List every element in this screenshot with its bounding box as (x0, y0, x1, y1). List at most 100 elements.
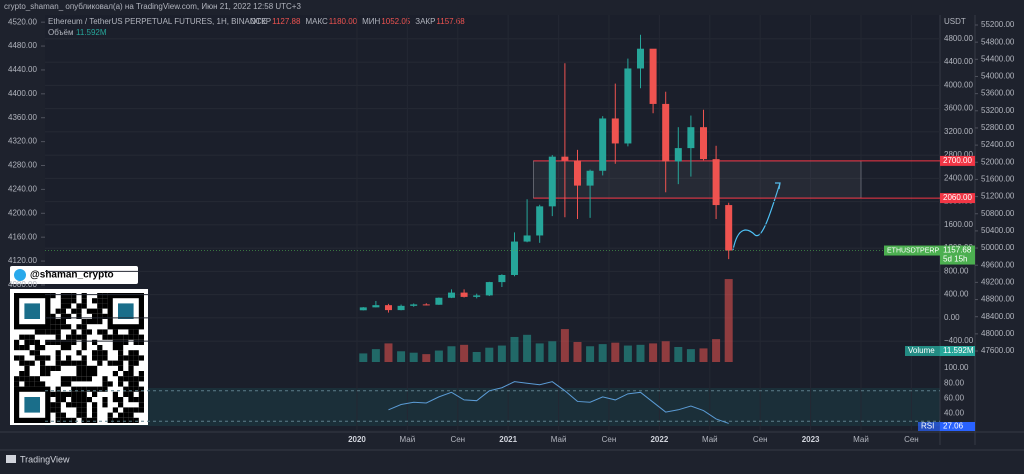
volume-tag (905, 346, 940, 356)
qr-cell (29, 350, 35, 356)
qr-cell (55, 402, 61, 408)
volume-bar (699, 348, 708, 362)
qr-cell (102, 329, 108, 335)
qr-cell (97, 350, 103, 356)
volume-bar (560, 329, 569, 362)
volume-bar (523, 334, 532, 362)
volume-value-box (940, 346, 975, 356)
qr-cell (76, 360, 82, 366)
qr-cell (66, 303, 72, 309)
qr-overlay: @shaman_crypto (10, 266, 148, 425)
qr-cell (112, 339, 118, 345)
qr-cell (138, 334, 144, 340)
last-price-label: 1157.68 (943, 246, 972, 255)
outer-tick-label: 51600.00 (981, 175, 1015, 184)
qr-cell (86, 376, 92, 382)
candle-body (611, 118, 619, 144)
qr-cell (118, 350, 124, 356)
qr-cell (55, 319, 61, 325)
y-tick-label: 400.00 (944, 290, 969, 299)
qr-cell (118, 334, 124, 340)
qr-cell (81, 376, 87, 382)
rsi-line (388, 381, 729, 424)
qr-cell (76, 402, 82, 408)
candle-body (674, 148, 682, 162)
x-tick-label: 2021 (499, 435, 517, 444)
qr-cell (97, 303, 103, 309)
qr-cell (40, 345, 46, 351)
qr-cell (66, 391, 72, 397)
qr-cell (19, 334, 25, 340)
outer-tick-label: 50800.00 (981, 209, 1015, 218)
qr-cell (112, 391, 118, 397)
qr-cell (128, 360, 134, 366)
qr-finder (14, 386, 51, 424)
price-label-box (940, 193, 975, 204)
qr-cell (60, 376, 66, 382)
ohlc-label: МАКС (305, 17, 328, 26)
y-tick-label: 4400.00 (944, 57, 973, 66)
qr-cell (138, 397, 144, 403)
qr-cell (118, 360, 124, 366)
y-tick-label: 800.00 (944, 266, 969, 275)
ohlc-label: ОТКР (250, 17, 271, 26)
qr-cell (128, 397, 134, 403)
qr-cell (66, 324, 72, 330)
qr-cell (81, 360, 87, 366)
left-tick-label: 4080.00 (8, 280, 37, 289)
candle-body (586, 170, 594, 186)
outer-tick-label: 55200.00 (981, 20, 1015, 29)
qr-cell (97, 360, 103, 366)
volume-bar (611, 342, 620, 362)
volume-bar (535, 343, 544, 362)
rsi-tag (918, 422, 940, 431)
qr-cell (76, 324, 82, 330)
qr-cell (66, 417, 72, 423)
qr-cell (55, 324, 61, 330)
qr-cell (34, 355, 40, 361)
volume-bar (649, 343, 658, 362)
volume-bar (623, 345, 632, 362)
qr-cell (19, 355, 25, 361)
candle-body (687, 127, 695, 149)
qr-cell (29, 381, 35, 387)
qr-cell (71, 334, 77, 340)
qr-cell (133, 339, 139, 345)
qr-cell (71, 397, 77, 403)
qr-cell (133, 376, 139, 382)
qr-cell (66, 313, 72, 319)
volume-bar (636, 344, 645, 362)
qr-cell (14, 339, 20, 345)
qr-cell (34, 381, 40, 387)
candle-body (662, 103, 670, 162)
outer-tick-label: 48400.00 (981, 312, 1015, 321)
qr-cell (55, 386, 61, 392)
qr-cell (86, 371, 92, 377)
volume-bar (674, 346, 683, 362)
qr-cell (97, 293, 103, 299)
qr-cell (92, 339, 98, 345)
qr-cell (66, 376, 72, 382)
qr-cell (102, 303, 108, 309)
qr-cell (45, 371, 51, 377)
volume-value: 11.592M (76, 28, 107, 37)
qr-cell (71, 360, 77, 366)
qr-cell (40, 360, 46, 366)
qr-cell (34, 339, 40, 345)
y-tick-label: 0.00 (944, 313, 960, 322)
qr-cell (102, 381, 108, 387)
price-label-box (940, 155, 975, 166)
outer-tick-label: 52400.00 (981, 140, 1015, 149)
candle-body (460, 292, 468, 297)
candle-body (712, 159, 720, 206)
rsi-tick-label: 40.00 (944, 409, 965, 418)
price-label: 2060.00 (943, 193, 972, 202)
qr-cell (66, 339, 72, 345)
qr-cell (123, 391, 129, 397)
qr-cell (50, 402, 56, 408)
qr-cell (112, 360, 118, 366)
qr-cell (24, 360, 30, 366)
qr-cell (19, 376, 25, 382)
qr-finder-core (118, 303, 134, 319)
